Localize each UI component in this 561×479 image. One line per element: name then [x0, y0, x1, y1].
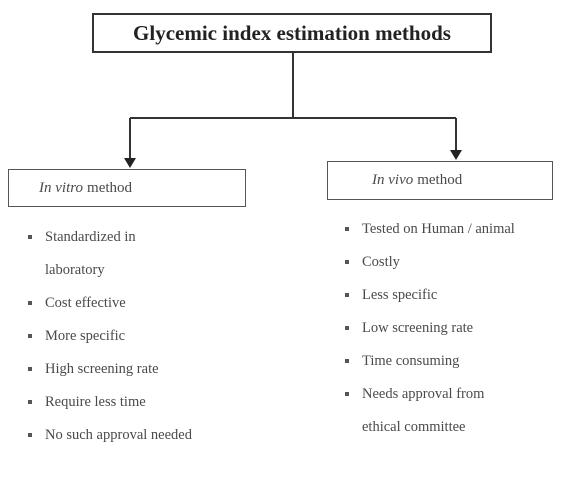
bullet-list: Standardized in laboratory Cost effective…	[28, 221, 195, 452]
bullet-item: More specific	[28, 320, 195, 353]
title: Glycemic index estimation methods	[92, 13, 492, 53]
bullet-text: Needs approval from ethical committee	[362, 386, 485, 435]
branch-heading: In vivo method	[327, 161, 553, 200]
branch-heading: In vitro method	[8, 169, 246, 207]
bullet-item: Less specific	[345, 279, 561, 312]
heading-italic: In vivo	[372, 172, 414, 188]
bullet-item: Tested on Human / animal	[345, 213, 561, 246]
bullet-text: Tested on Human / animal	[362, 221, 515, 237]
bullet-text: No such approval needed	[45, 427, 192, 443]
bullet-list: Tested on Human / animal Costly Less speci…	[345, 213, 561, 444]
heading-italic: In vitro	[39, 179, 84, 196]
bullet-item: Require less time	[28, 386, 195, 419]
bullet-text: Require less time	[45, 394, 146, 410]
bullet-text: High screening rate	[45, 361, 159, 377]
bullet-item: Costly	[345, 246, 561, 279]
bullet-text: Costly	[362, 254, 400, 270]
bullet-item: Needs approval from ethical committee	[345, 378, 522, 444]
bullet-item: High screening rate	[28, 353, 195, 386]
bullet-text: Less specific	[362, 287, 438, 303]
heading-text: method	[417, 172, 463, 188]
bullet-item: Time consuming	[345, 345, 561, 378]
bullet-item: Standardized in laboratory	[28, 221, 195, 287]
bullet-text: Cost effective	[45, 295, 126, 311]
bullet-text: Standardized in laboratory	[45, 229, 136, 278]
bullet-item: No such approval needed	[28, 419, 195, 452]
bullet-text: More specific	[45, 328, 126, 344]
bullet-item: Cost effective	[28, 287, 195, 320]
bullet-text: Low screening rate	[362, 320, 474, 336]
heading-text: method	[87, 179, 133, 196]
bullet-text: Time consuming	[362, 353, 460, 369]
bullet-item: Low screening rate	[345, 312, 561, 345]
